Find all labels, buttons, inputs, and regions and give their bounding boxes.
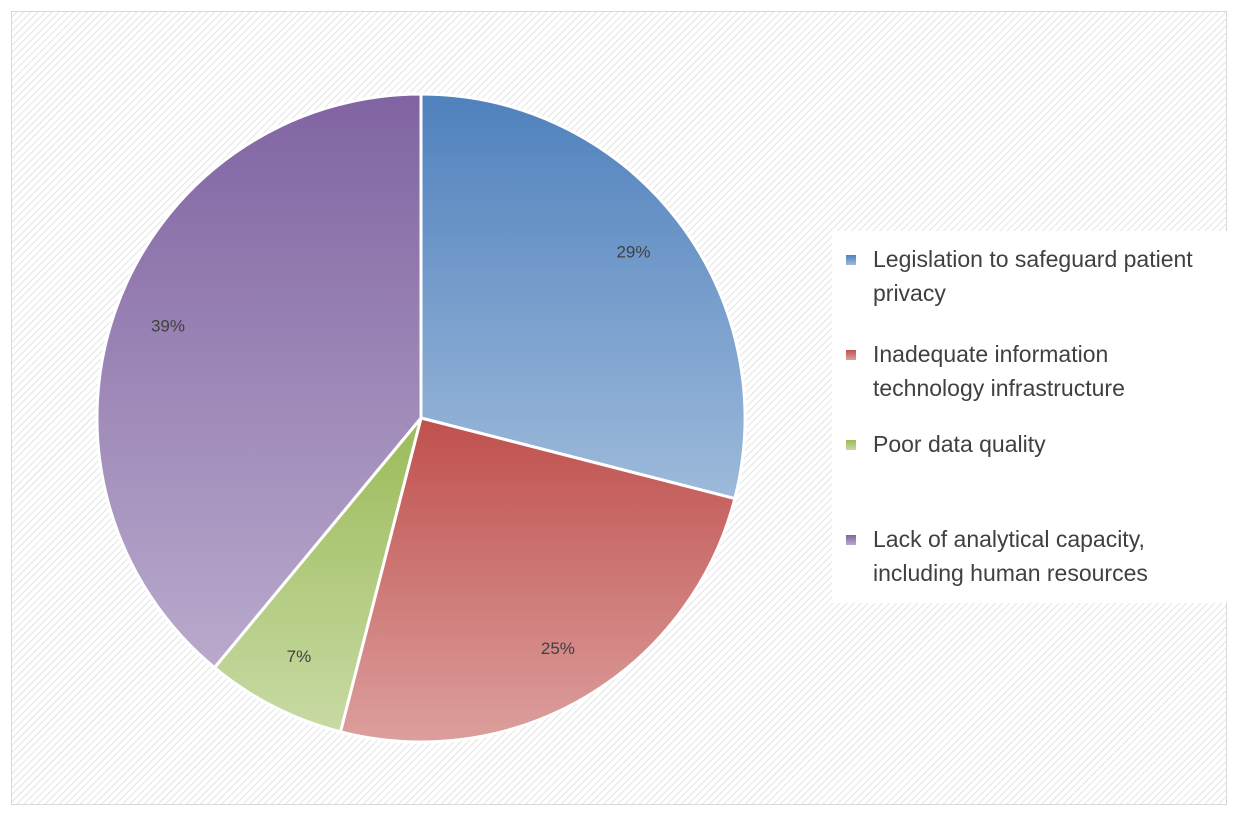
pie-slice <box>212 417 423 734</box>
legend-marker <box>846 440 856 450</box>
legend-label: Lack of analytical capacity, including h… <box>873 526 1148 586</box>
legend-label: Inadequate information technology infras… <box>873 341 1125 401</box>
legend-marker <box>846 350 856 360</box>
data-label: 29% <box>616 243 650 262</box>
legend-label: Legislation to safeguard patient privacy <box>873 246 1193 306</box>
data-label: 39% <box>151 316 185 335</box>
pie-slice <box>419 92 747 501</box>
legend: Legislation to safeguard patient privacy… <box>832 231 1238 603</box>
legend-label: Poor data quality <box>873 431 1046 457</box>
legend-marker <box>846 535 856 545</box>
data-label: 7% <box>287 647 312 666</box>
legend-marker <box>846 255 856 265</box>
pie-slice <box>338 416 737 744</box>
pie-slice <box>95 92 423 670</box>
data-label: 25% <box>541 639 575 658</box>
